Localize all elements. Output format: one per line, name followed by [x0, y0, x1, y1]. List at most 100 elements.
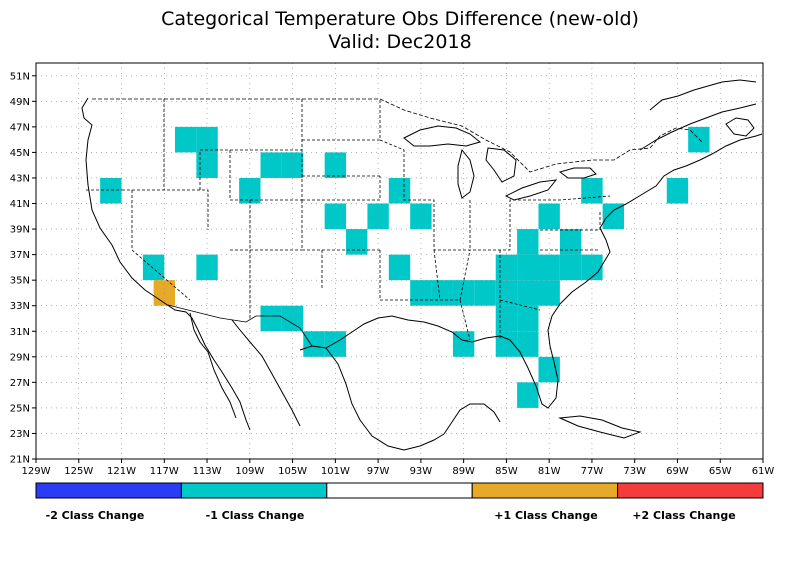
map-title: Categorical Temperature Obs Difference (…	[161, 8, 639, 30]
lon-tick-label: 125W	[64, 466, 93, 477]
lat-tick-label: 51N	[10, 71, 30, 82]
lat-tick-label: 37N	[10, 250, 30, 261]
cell-minus1	[559, 254, 582, 281]
lat-tick-label: 47N	[10, 122, 30, 133]
mexico-pacific	[231, 319, 301, 427]
cell-minus1	[517, 254, 539, 281]
lake-huron	[485, 147, 517, 183]
lake-ontario	[558, 167, 597, 179]
cell-minus1	[260, 305, 282, 332]
lat-tick-label: 31N	[10, 327, 30, 338]
cell-minus1	[495, 254, 518, 281]
lon-tick-label: 105W	[278, 466, 307, 477]
interior-borders	[86, 99, 611, 341]
lon-tick-label: 129W	[22, 466, 51, 477]
cell-minus1	[581, 254, 603, 281]
cell-minus1	[538, 254, 560, 281]
cell-minus1	[452, 280, 475, 306]
lat-tick-label: 41N	[10, 199, 30, 210]
legend-label: -1 Class Change	[206, 509, 305, 522]
st-lawrence	[639, 103, 757, 151]
lon-tick-label: 97W	[367, 466, 390, 477]
longitude-tick-labels: 129W 125W 121W 117W 113W 109W 105W 101W 97W 93W 89…	[22, 459, 775, 477]
lat-tick-label: 25N	[10, 403, 30, 414]
cell-minus1	[100, 177, 122, 204]
canada-border	[92, 98, 703, 173]
lat-tick-label: 49N	[10, 97, 30, 108]
lon-tick-label: 121W	[107, 466, 136, 477]
cell-minus1	[324, 152, 347, 178]
state-borders	[86, 98, 703, 347]
cell-minus1	[281, 152, 304, 178]
cell-minus1	[602, 203, 625, 230]
cell-minus1	[260, 152, 282, 178]
lake-superior	[403, 125, 482, 147]
newfoundland	[725, 117, 755, 137]
mexico-border	[167, 304, 313, 347]
lon-tick-label: 69W	[666, 466, 689, 477]
legend-label: -2 Class Change	[46, 509, 145, 522]
lake-erie	[504, 179, 558, 201]
legend-label: +2 Class Change	[632, 509, 735, 522]
legend-swatch	[180, 482, 328, 499]
cell-minus1	[495, 280, 518, 306]
lon-tick-label: 113W	[193, 466, 222, 477]
cuba	[558, 415, 642, 439]
cell-minus1	[517, 280, 539, 306]
cell-minus1	[517, 382, 539, 408]
lon-tick-label: 65W	[709, 466, 732, 477]
hudson-shore	[649, 79, 757, 111]
lon-tick-label: 81W	[538, 466, 561, 477]
grid-cells	[100, 126, 710, 408]
cell-minus1	[559, 229, 582, 255]
cell-minus1	[346, 229, 368, 255]
lat-tick-label: 29N	[10, 352, 30, 363]
cell-minus1	[196, 152, 218, 178]
legend-swatch	[326, 482, 473, 499]
us-coastline	[81, 97, 251, 431]
lat-tick-label: 39N	[10, 225, 30, 236]
lat-tick-label: 33N	[10, 301, 30, 312]
legend-swatch	[617, 482, 764, 499]
cell-minus1	[517, 305, 539, 332]
cell-minus1	[474, 280, 496, 306]
cell-minus1	[196, 126, 218, 153]
map-subtitle: Valid: Dec2018	[328, 31, 472, 53]
cell-minus1	[174, 126, 197, 153]
cell-minus1	[410, 203, 432, 230]
cell-minus1	[517, 331, 539, 357]
gulf-mexico-west	[325, 347, 445, 451]
lon-tick-label: 117W	[150, 466, 179, 477]
cell-minus1	[142, 254, 165, 281]
lon-tick-label: 77W	[581, 466, 604, 477]
lon-tick-label: 61W	[752, 466, 775, 477]
cell-minus1	[517, 229, 539, 255]
cell-minus1	[688, 126, 710, 153]
cell-minus1	[388, 254, 411, 281]
gulf-coast	[299, 261, 605, 409]
map-frame	[35, 62, 764, 460]
cell-minus1	[303, 331, 325, 357]
cell-minus1	[196, 254, 218, 281]
yucatan	[443, 403, 501, 435]
lat-tick-label: 21N	[10, 455, 30, 466]
legend-swatch	[471, 482, 619, 499]
lon-tick-label: 73W	[623, 466, 646, 477]
great-lakes	[403, 125, 597, 201]
lon-tick-label: 101W	[321, 466, 350, 477]
legend-labels: -2 Class Change -1 Class Change +1 Class C…	[46, 509, 736, 522]
baja-gulf-coast	[189, 312, 237, 419]
lat-tick-label: 43N	[10, 173, 30, 184]
lake-michigan	[457, 148, 475, 199]
cell-minus1	[239, 177, 261, 204]
cell-minus1	[538, 203, 560, 230]
lat-lon-gridlines	[36, 63, 763, 459]
cell-minus1	[324, 203, 347, 230]
lat-tick-label: 45N	[10, 148, 30, 159]
cell-minus1	[324, 331, 347, 357]
cell-minus1	[495, 331, 518, 357]
lon-tick-label: 89W	[452, 466, 475, 477]
lon-tick-label: 85W	[495, 466, 518, 477]
latitude-tick-labels: 51N 49N 47N 45N 43N 41N 39N 37N 35N 33N 31N 29N 27N 2…	[10, 71, 36, 466]
